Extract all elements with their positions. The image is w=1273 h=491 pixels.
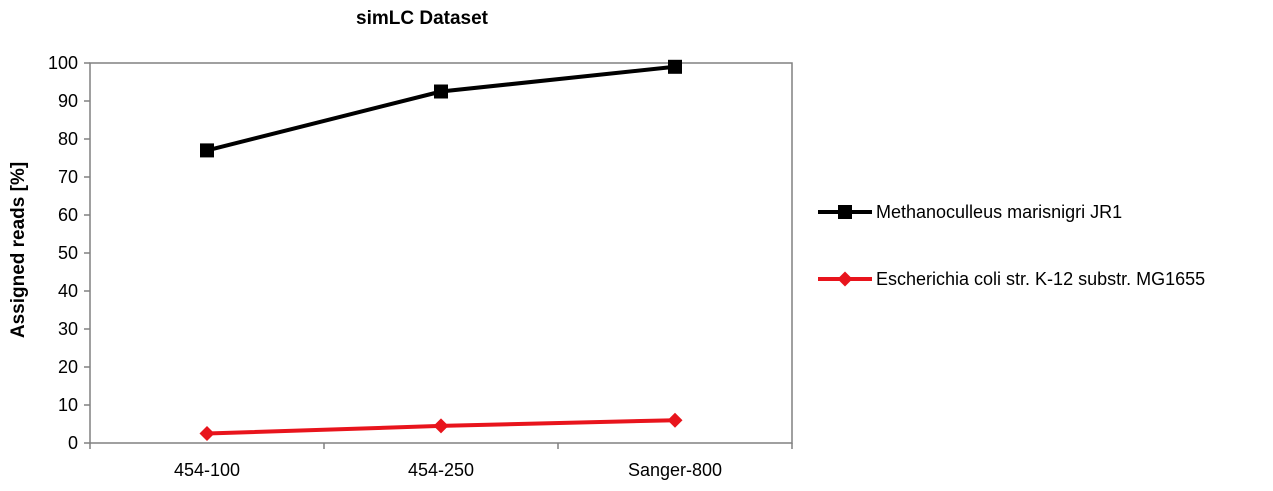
legend-label: Escherichia coli str. K-12 substr. MG165… — [876, 269, 1205, 289]
y-tick-label: 50 — [58, 243, 78, 263]
y-tick-label: 70 — [58, 167, 78, 187]
data-point-marker — [434, 84, 448, 99]
series-layer — [199, 59, 683, 441]
legend-label: Methanoculleus marisnigri JR1 — [876, 202, 1122, 222]
data-point-marker — [200, 143, 214, 158]
x-tick-label: 454-100 — [174, 460, 240, 480]
legend-marker — [837, 271, 853, 287]
y-tick-label: 60 — [58, 205, 78, 225]
legend-item: Methanoculleus marisnigri JR1 — [818, 202, 1122, 222]
series-1 — [200, 59, 682, 158]
y-tick-label: 10 — [58, 395, 78, 415]
chart-title: simLC Dataset — [356, 8, 489, 29]
x-tick-label: Sanger-800 — [628, 460, 722, 480]
y-tick-label: 40 — [58, 281, 78, 301]
y-tick-label: 30 — [58, 319, 78, 339]
legend-item: Escherichia coli str. K-12 substr. MG165… — [818, 269, 1205, 289]
y-tick-label: 100 — [48, 53, 78, 73]
x-axis-ticks: 454-100 454-250 Sanger-800 — [89, 443, 793, 480]
y-tick-label: 20 — [58, 357, 78, 377]
data-point-marker — [199, 426, 215, 441]
data-point-marker — [668, 59, 682, 74]
y-axis-ticks: 0 10 20 30 40 50 60 70 80 90 100 — [48, 53, 90, 453]
y-axis-label: Assigned reads [%] — [8, 162, 29, 338]
y-tick-label: 90 — [58, 91, 78, 111]
series-2 — [199, 412, 683, 441]
legend-marker — [838, 205, 852, 219]
data-point-marker — [667, 412, 683, 428]
y-tick-label: 80 — [58, 129, 78, 149]
plot-area — [89, 62, 793, 444]
y-tick-label: 0 — [68, 433, 78, 453]
series-line — [206, 64, 676, 153]
data-point-marker — [433, 418, 449, 434]
x-tick-label: 454-250 — [408, 460, 474, 480]
legend: Methanoculleus marisnigri JR1 Escherichia… — [818, 202, 1205, 289]
